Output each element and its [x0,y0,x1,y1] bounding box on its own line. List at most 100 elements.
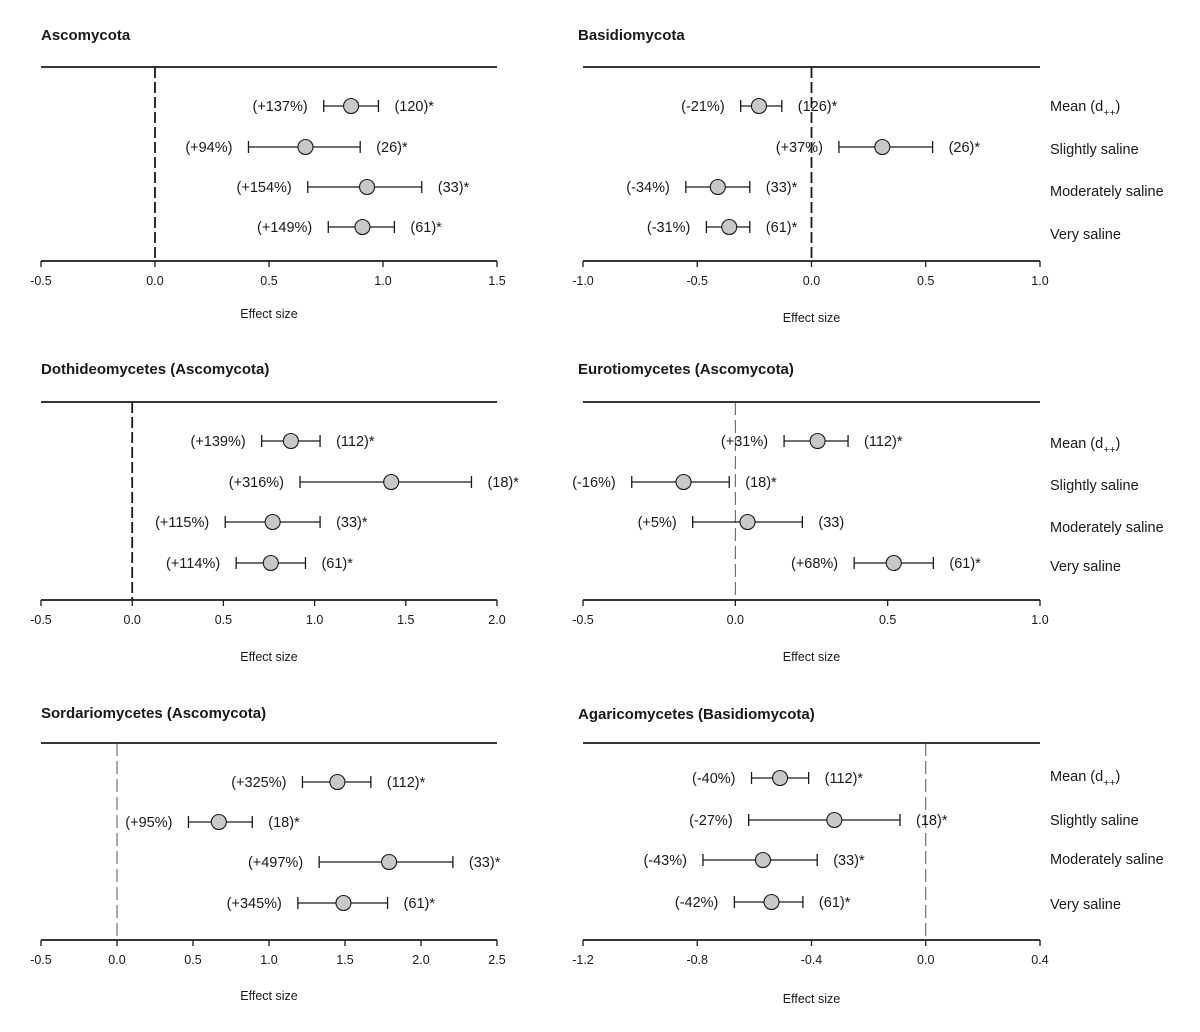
x-tick-label: 0.5 [215,613,232,627]
sample-size-label: (33)* [833,853,865,869]
ci-row: (-21%) (126)* [681,97,838,115]
sample-size-label: (112)* [336,434,375,450]
percent-change-label: (+345%) [227,896,282,912]
x-axis-label: Effect size [240,650,297,664]
x-tick-label: -0.8 [686,953,708,967]
category-labels: Mean (d++) Slightly saline Moderately sali… [1050,769,1164,913]
ci-row: (+325%) (112)* [231,773,426,791]
ci-row: (+345%) (61)* [227,894,435,912]
mean-marker [739,513,756,531]
mean-marker [826,811,843,829]
sample-size-label: (61)* [819,895,851,911]
x-tick-label: -0.5 [572,613,594,627]
mean-marker [329,773,346,791]
category-labels: Mean (d++) Slightly saline Moderately sali… [1050,436,1164,575]
percent-change-label: (+95%) [125,815,172,831]
ci-row: (+114%) (61)* [166,554,353,572]
category-label: Mean (d++) [1050,436,1120,456]
x-tick-label: 0.5 [260,274,277,288]
sample-size-label: (33) [818,515,844,531]
ci-row: (+37%) (26)* [776,138,980,156]
percent-change-label: (+325%) [231,775,286,791]
x-tick-label: 0.5 [879,613,896,627]
mean-marker [282,432,299,450]
x-tick-label: -1.0 [572,274,594,288]
sample-size-label: (61)* [766,220,798,236]
mean-marker [721,218,738,236]
mean-marker [210,813,227,831]
category-label: Slightly saline [1050,478,1139,494]
ci-row: (+94%) (26)* [185,138,408,156]
category-label-text: Moderately saline [1050,184,1164,200]
mean-marker [264,513,281,531]
category-label-text: Moderately saline [1050,520,1164,536]
mean-marker [772,769,789,787]
category-labels: Mean (d++) Slightly saline Moderately sali… [1050,99,1164,243]
x-tick-label: 0.0 [803,274,820,288]
sample-size-label: (18)* [916,813,948,829]
forest-panel: Ascomycota -0.5 0.0 0.5 1.0 1.5 Effect size (+1… [30,27,506,321]
percent-change-label: (+154%) [237,180,292,196]
mean-marker [383,473,400,491]
percent-change-label: (+31%) [721,434,768,450]
x-axis-label: Effect size [783,650,840,664]
x-tick-label: 0.0 [146,274,163,288]
panel-title: Sordariomycetes (Ascomycota) [41,705,266,722]
category-label: Mean (d++) [1050,769,1120,789]
percent-change-label: (+139%) [190,434,245,450]
sample-size-label: (18)* [268,815,300,831]
sample-size-label: (61)* [410,220,442,236]
x-tick-label: 0.0 [917,953,934,967]
x-axis-label: Effect size [783,992,840,1006]
sample-size-label: (33)* [469,855,501,871]
ci-row: (+68%) (61)* [791,554,981,572]
panel-title: Eurotiomycetes (Ascomycota) [578,361,794,378]
percent-change-label: (-40%) [692,771,736,787]
mean-marker [381,853,398,871]
percent-change-label: (+37%) [776,140,823,156]
sample-size-label: (61)* [949,556,981,572]
ci-row: (+316%) (18)* [229,473,519,491]
percent-change-label: (-43%) [643,853,687,869]
category-label-text: Mean (d [1050,99,1103,115]
sample-size-label: (33)* [438,180,470,196]
category-label-text: Very saline [1050,559,1121,575]
ci-row: (+5%) (33) [638,513,844,531]
x-tick-label: 1.0 [1031,274,1048,288]
mean-marker [874,138,891,156]
mean-marker [675,473,692,491]
x-tick-label: 2.5 [488,953,505,967]
category-label-text: Slightly saline [1050,478,1139,494]
percent-change-label: (-34%) [626,180,670,196]
category-label: Moderately saline [1050,520,1164,536]
category-label-text: Very saline [1050,227,1121,243]
percent-change-label: (-16%) [572,475,616,491]
category-label-text: Very saline [1050,897,1121,913]
ci-row: (-34%) (33)* [626,178,798,196]
mean-marker [335,894,352,912]
percent-change-label: (+137%) [253,99,308,115]
percent-change-label: (+94%) [185,140,232,156]
category-label: Very saline [1050,559,1121,575]
sample-size-label: (61)* [321,556,353,572]
category-label: Moderately saline [1050,852,1164,868]
x-axis-label: Effect size [783,311,840,325]
panel-title: Ascomycota [41,27,131,44]
forest-panel: Basidiomycota -1.0 -0.5 0.0 0.5 1.0 Effect siz… [572,27,1049,325]
percent-change-label: (-21%) [681,99,725,115]
category-label: Very saline [1050,897,1121,913]
category-label-subscript: ++ [1103,444,1115,456]
percent-change-label: (-27%) [689,813,733,829]
mean-marker [358,178,376,196]
x-tick-label: 2.0 [488,613,505,627]
x-axis-label: Effect size [240,989,297,1003]
category-label-suffix: ) [1115,769,1120,785]
sample-size-label: (120)* [394,99,434,115]
sample-size-label: (26)* [376,140,408,156]
x-tick-label: -0.5 [30,274,52,288]
x-tick-label: 0.0 [727,613,744,627]
x-tick-label: 0.4 [1031,953,1048,967]
sample-size-label: (18)* [487,475,519,491]
x-tick-label: -0.4 [801,953,823,967]
